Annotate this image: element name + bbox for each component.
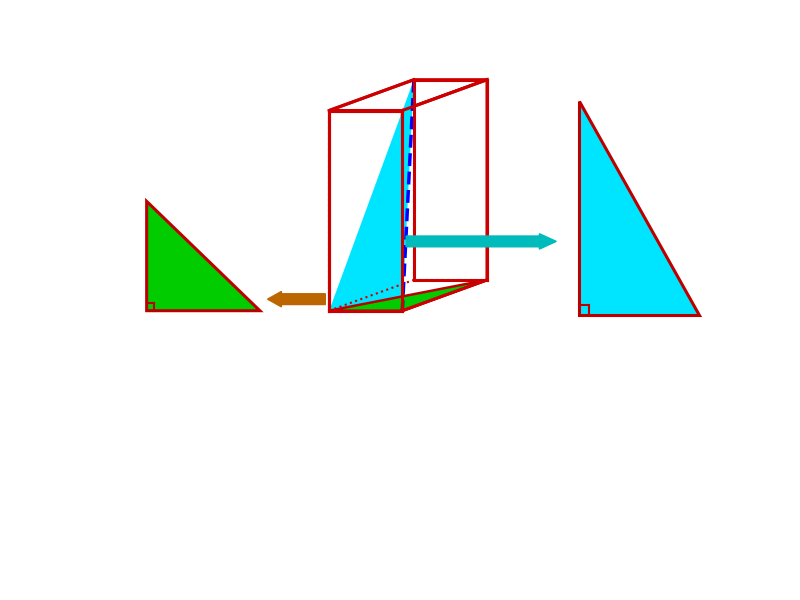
Polygon shape xyxy=(402,80,487,311)
FancyArrow shape xyxy=(267,292,326,307)
FancyArrow shape xyxy=(406,234,556,249)
Polygon shape xyxy=(329,280,487,311)
Polygon shape xyxy=(329,80,487,110)
Polygon shape xyxy=(414,80,487,280)
Polygon shape xyxy=(579,101,698,314)
Polygon shape xyxy=(146,202,260,311)
Polygon shape xyxy=(329,80,414,311)
